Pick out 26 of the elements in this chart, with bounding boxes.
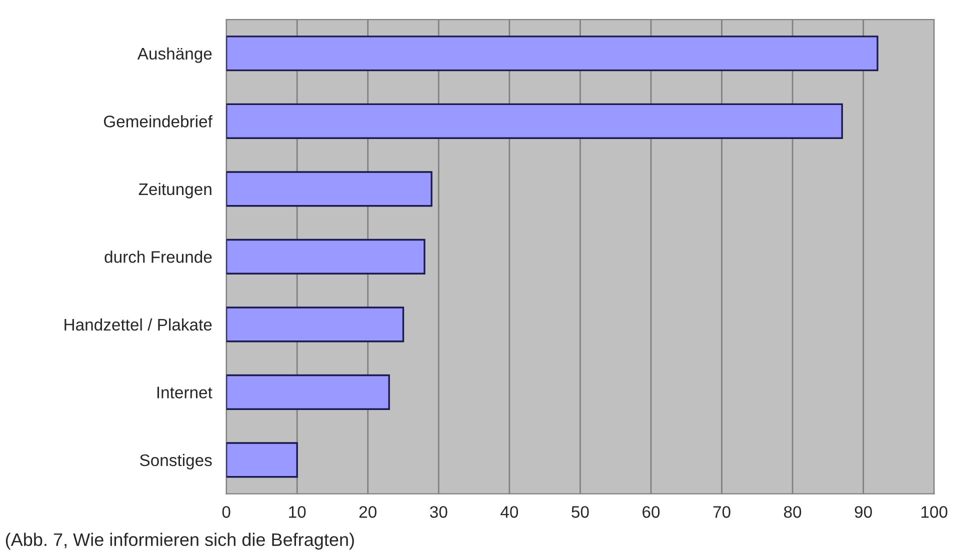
x-tick-label: 20 [359,506,376,518]
text: (Abb. 7, Wie informieren sich die Befragten) [6,532,354,550]
y-tick-label: Zeitungen [138,182,212,198]
x-tick-label: 30 [430,506,448,518]
bar [226,374,390,410]
y-tick-label: Gemeindebrief [104,115,212,128]
x-tick-label: 80 [784,506,802,518]
x-tick-label: 60 [642,506,660,518]
y-tick-label: Handzettel / Plakate [64,318,212,331]
bar [226,171,432,207]
x-tick-label: 100 [921,506,948,518]
x-tick-label: 50 [572,506,589,518]
y-tick-label: Aushänge [137,47,212,63]
x-tick-label: 0 [222,506,230,518]
y-tick-label: Sonstiges [140,454,212,470]
x-tick-label: 70 [713,506,730,518]
bar [226,238,426,274]
bar [226,306,404,342]
x-tick-label: 90 [854,506,872,518]
y-tick-label: durch Freunde [104,250,212,263]
y-tick-label: Internet [157,386,212,398]
bar [226,36,878,72]
x-tick-label: 10 [289,506,306,518]
bar [226,442,298,478]
bar [226,103,843,139]
x-tick-label: 40 [500,506,518,518]
